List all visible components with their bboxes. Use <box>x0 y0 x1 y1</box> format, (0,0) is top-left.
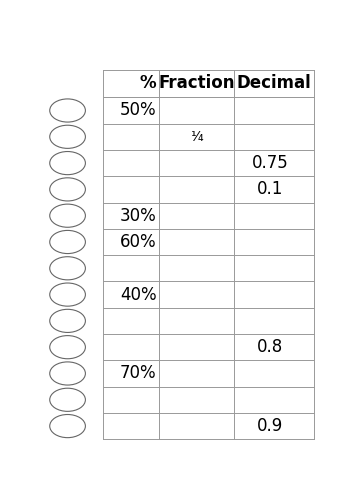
Text: %: % <box>140 74 156 92</box>
Text: 60%: 60% <box>120 233 156 251</box>
Text: Decimal: Decimal <box>237 74 312 92</box>
Ellipse shape <box>50 388 85 411</box>
Ellipse shape <box>50 256 85 280</box>
Ellipse shape <box>50 283 85 306</box>
Ellipse shape <box>50 336 85 359</box>
Text: 0.9: 0.9 <box>257 417 284 435</box>
Ellipse shape <box>50 178 85 201</box>
Ellipse shape <box>50 152 85 174</box>
Ellipse shape <box>50 310 85 332</box>
Text: 40%: 40% <box>120 286 156 304</box>
Text: 70%: 70% <box>120 364 156 382</box>
Ellipse shape <box>50 414 85 438</box>
Text: 50%: 50% <box>120 102 156 119</box>
Text: 0.1: 0.1 <box>257 180 284 198</box>
Ellipse shape <box>50 362 85 385</box>
Ellipse shape <box>50 204 85 228</box>
Text: ¹⁄₄: ¹⁄₄ <box>190 130 204 144</box>
Text: 0.75: 0.75 <box>252 154 289 172</box>
Text: 0.8: 0.8 <box>257 338 284 356</box>
Text: Fraction: Fraction <box>159 74 235 92</box>
Ellipse shape <box>50 230 85 254</box>
Text: 30%: 30% <box>120 206 156 224</box>
Ellipse shape <box>50 99 85 122</box>
Ellipse shape <box>50 125 85 148</box>
